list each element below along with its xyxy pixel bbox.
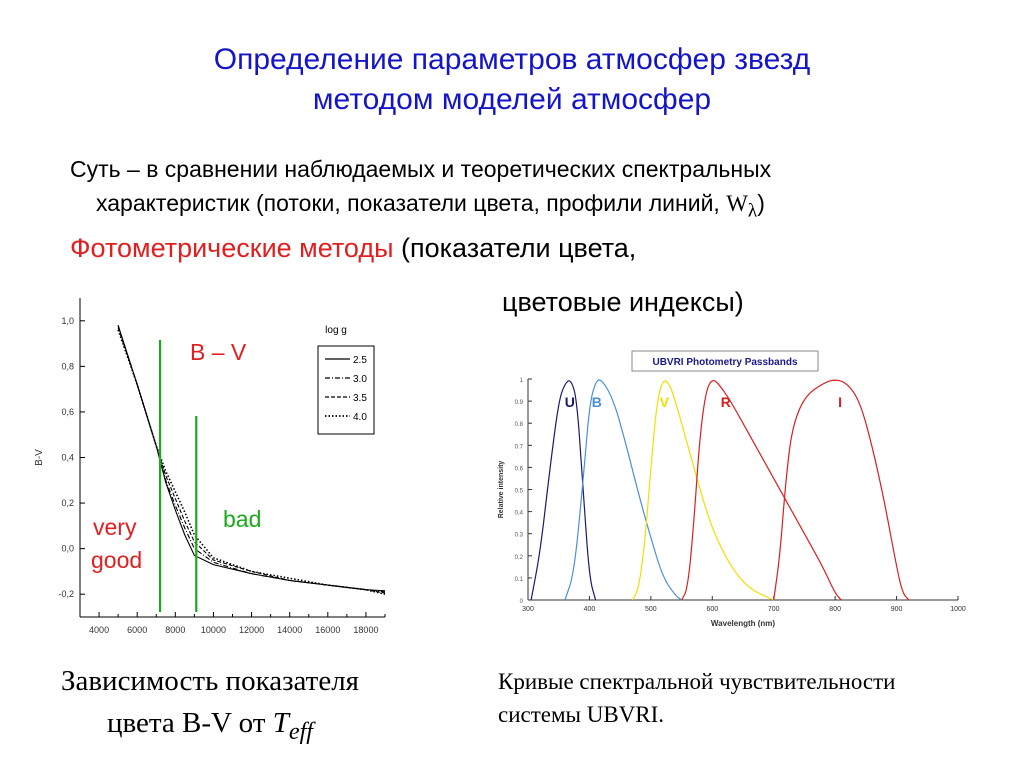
band-label-V: V bbox=[660, 394, 670, 410]
y-tick-label: 1,0 bbox=[61, 316, 74, 326]
y-tick-label: 0.9 bbox=[515, 400, 524, 406]
title-line-1: Определение параметров атмосфер звезд bbox=[213, 43, 811, 76]
y-tick-label: 0.3 bbox=[515, 533, 524, 539]
series-line-2-5 bbox=[117, 325, 386, 592]
x-tick-label: 400 bbox=[584, 606, 596, 613]
x-tick-label: 300 bbox=[522, 606, 534, 613]
y-tick-label: 0.7 bbox=[515, 444, 524, 450]
right-caption-line-1: Кривые спектральной чувствительности bbox=[498, 669, 896, 694]
good-annotation: good bbox=[91, 547, 142, 573]
x-tick-label: 14000 bbox=[277, 625, 302, 635]
band-label-B: B bbox=[592, 394, 602, 410]
y-tick-label: 0,0 bbox=[61, 544, 74, 554]
essence-line-1: Суть – в сравнении наблюдаемых и теорети… bbox=[70, 156, 772, 182]
x-tick-label: 8000 bbox=[165, 625, 185, 635]
x-tick-label: 800 bbox=[829, 606, 841, 613]
band-curve-I bbox=[773, 379, 910, 601]
y-tick-label: 0,2 bbox=[61, 498, 74, 508]
x-tick-label: 16000 bbox=[315, 625, 340, 635]
bv-annotation: B – V bbox=[190, 339, 247, 365]
y-tick-label: 0 bbox=[520, 599, 524, 605]
y-tick-label: 0.1 bbox=[515, 577, 524, 583]
x-tick-label: 4000 bbox=[89, 625, 109, 635]
band-label-I: I bbox=[838, 394, 842, 410]
x-tick-label: 500 bbox=[645, 606, 657, 613]
ubvri-passbands-chart: UBVRI Photometry Passbands 1 0.9 0.8 0.7 0.6 0… bbox=[498, 350, 966, 628]
essence-paragraph: Суть – в сравнении наблюдаемых и теорети… bbox=[70, 152, 1000, 229]
x-tick-label: 900 bbox=[891, 606, 903, 613]
band-label-U: U bbox=[565, 394, 575, 410]
legend-label: 3.5 bbox=[353, 393, 367, 404]
title-box bbox=[631, 350, 819, 372]
band-label-R: R bbox=[721, 394, 731, 410]
x-tick-label: 600 bbox=[706, 606, 718, 613]
y-tick-label: 0.2 bbox=[515, 555, 524, 561]
x-tick-label: 700 bbox=[768, 606, 780, 613]
photometric-line-2: цветовые индексы) bbox=[502, 287, 744, 317]
essence-close-paren: ) bbox=[757, 190, 765, 216]
legend-label: 2.5 bbox=[353, 355, 367, 366]
chart-title: UBVRI Photometry Passbands bbox=[652, 357, 797, 368]
y-tick-label: 0.4 bbox=[515, 511, 524, 517]
x-tick-label: 6000 bbox=[127, 625, 147, 635]
slide-title: Определение параметров атмосфер звезд ме… bbox=[0, 40, 1024, 120]
y-tick-label: 0,8 bbox=[61, 361, 74, 371]
y-axis-label: B-V bbox=[34, 449, 45, 466]
w-lambda-symbol: Wλ bbox=[726, 191, 757, 222]
left-caption-line-1: Зависимость показателя bbox=[60, 665, 360, 697]
right-caption-line-2: системы UBVRI. bbox=[498, 702, 665, 727]
very-annotation: very bbox=[93, 514, 137, 540]
right-caption: Кривые спектральной чувствительности сис… bbox=[498, 665, 1008, 731]
left-caption-line-2: цвета B-V от Teff bbox=[20, 702, 400, 753]
photometric-heading: Фотометрические методы (показатели цвета… bbox=[70, 228, 636, 268]
legend-label: 3.0 bbox=[353, 374, 367, 385]
essence-line-2: характеристик (потоки, показатели цвета,… bbox=[70, 186, 1000, 229]
y-tick-label: 0.5 bbox=[515, 489, 524, 495]
legend-label: 4.0 bbox=[353, 412, 367, 423]
x-tick-label: 18000 bbox=[353, 625, 378, 635]
left-caption-prefix: цвета B-V от bbox=[106, 707, 273, 739]
x-tick-label: 10000 bbox=[201, 625, 226, 635]
band-curve-R bbox=[681, 379, 842, 601]
y-tick-label: 0.8 bbox=[515, 422, 524, 428]
y-tick-label: 0,4 bbox=[61, 453, 74, 463]
lambda-subscript: λ bbox=[747, 200, 758, 222]
y-tick-label: -0,2 bbox=[58, 589, 74, 599]
legend-box bbox=[317, 345, 375, 435]
bv-teff-chart: 1,0 0,8 0,6 0,4 0,2 0,0 -0,2 4000 6000 8000 10000 1… bbox=[34, 298, 386, 635]
band-curve-U bbox=[530, 380, 597, 601]
band-curve-V bbox=[631, 380, 774, 601]
bad-annotation: bad bbox=[223, 506, 261, 532]
photometric-rest: (показатели цвета, bbox=[393, 233, 637, 263]
essence-line-2-text: характеристик (потоки, показатели цвета,… bbox=[96, 190, 727, 216]
w-symbol: W bbox=[726, 191, 748, 216]
x-tick-label: 12000 bbox=[239, 625, 264, 635]
photometric-methods-label: Фотометрические методы bbox=[70, 233, 394, 263]
teff-symbol: T bbox=[272, 707, 289, 739]
x-tick-label: 1000 bbox=[950, 606, 966, 613]
y-tick-label: 1 bbox=[520, 378, 524, 384]
legend-title: log g bbox=[325, 325, 347, 336]
band-curve-B bbox=[564, 379, 682, 601]
left-caption: Зависимость показателя цвета B-V от Teff bbox=[20, 660, 400, 753]
y-tick-label: 0,6 bbox=[61, 407, 74, 417]
teff-subscript: eff bbox=[288, 717, 314, 745]
y-tick-label: 0.6 bbox=[515, 466, 524, 472]
x-axis-label: Wavelength (nm) bbox=[711, 619, 775, 628]
y-axis-label: Relative intensity bbox=[498, 461, 505, 519]
title-line-2: методом моделей атмосфер bbox=[312, 83, 712, 116]
